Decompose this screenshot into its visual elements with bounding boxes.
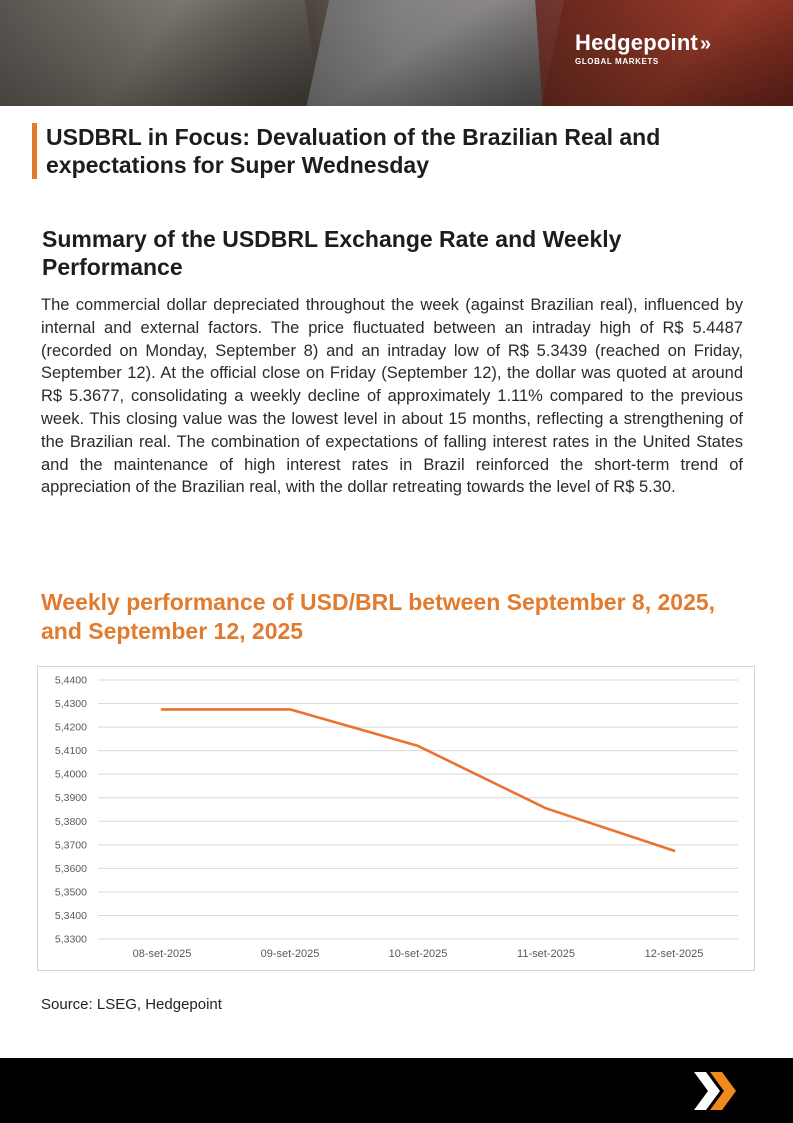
hedgepoint-logo: Hedgepoint» GLOBAL MARKETS: [575, 30, 711, 66]
header-banner: Hedgepoint» GLOBAL MARKETS: [0, 0, 793, 106]
y-tick-label: 5,3300: [55, 934, 87, 946]
body-paragraph: The commercial dollar depreciated throug…: [41, 296, 743, 497]
section-heading: Summary of the USDBRL Exchange Rate and …: [42, 226, 622, 280]
double-chevron-icon: [694, 1072, 736, 1110]
logo-name: Hedgepoint: [575, 30, 698, 55]
y-tick-label: 5,4100: [55, 745, 87, 757]
y-tick-label: 5,4200: [55, 722, 87, 734]
y-tick-label: 5,3600: [55, 863, 87, 875]
x-tick-label: 09-set-2025: [261, 948, 320, 960]
article-title: USDBRL in Focus: Devaluation of the Braz…: [46, 124, 661, 178]
x-tick-label: 10-set-2025: [389, 948, 448, 960]
y-tick-label: 5,3800: [55, 816, 87, 828]
article-title-block: USDBRL in Focus: Devaluation of the Braz…: [32, 123, 776, 179]
footer-bar: [0, 1058, 793, 1123]
double-chevron-icon: »: [700, 33, 712, 55]
logo-subtitle: GLOBAL MARKETS: [575, 57, 659, 66]
x-tick-label: 12-set-2025: [645, 948, 704, 960]
y-tick-label: 5,3400: [55, 910, 87, 922]
line-chart: 5,3300 5,3400 5,3500 5,3600 5,3700 5,3800 5,39…: [37, 666, 755, 971]
chart-heading: Weekly performance of USD/BRL between Se…: [41, 589, 716, 644]
source-note: Source: LSEG, Hedgepoint: [41, 996, 222, 1013]
y-tick-label: 5,4300: [55, 698, 87, 710]
x-tick-label: 11-set-2025: [517, 948, 575, 960]
y-tick-label: 5,3700: [55, 839, 87, 851]
y-tick-label: 5,4000: [55, 769, 87, 781]
y-tick-label: 5,3500: [55, 886, 87, 898]
x-tick-label: 08-set-2025: [133, 948, 192, 960]
series-line: [160, 708, 676, 853]
y-tick-label: 5,4400: [55, 675, 87, 687]
chart-canvas: 5,3300 5,3400 5,3500 5,3600 5,3700 5,3800 5,39…: [55, 675, 738, 960]
y-tick-label: 5,3900: [55, 792, 87, 804]
